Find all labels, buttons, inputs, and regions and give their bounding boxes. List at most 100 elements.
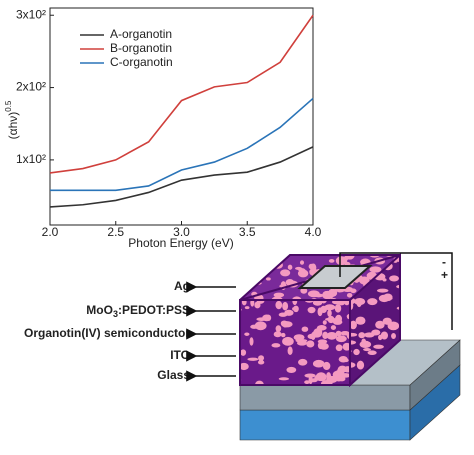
blob	[359, 340, 372, 349]
layer-label: Organotin(IV) semiconductor	[24, 326, 190, 340]
blob	[380, 331, 389, 340]
blob	[355, 316, 366, 325]
blob	[265, 277, 271, 281]
blob	[278, 377, 290, 381]
blob	[259, 267, 269, 273]
blob	[350, 362, 356, 368]
blob	[304, 373, 316, 378]
blob	[367, 298, 378, 306]
blob	[255, 255, 261, 261]
x-tick-label: 2.0	[42, 225, 59, 239]
blob	[332, 319, 343, 325]
blob	[282, 301, 289, 311]
legend-label: C-organotin	[110, 55, 173, 69]
blob	[325, 317, 337, 321]
blob	[301, 326, 309, 332]
blob	[378, 334, 383, 341]
label-part: 3	[113, 309, 118, 319]
blob	[317, 339, 328, 344]
blob	[242, 271, 251, 279]
blob	[335, 330, 342, 337]
blobs	[240, 300, 350, 385]
blob	[271, 296, 283, 300]
blob	[343, 255, 350, 261]
blob	[334, 304, 342, 313]
blob	[249, 255, 254, 262]
blob	[307, 290, 320, 298]
blob	[286, 366, 297, 373]
blob	[283, 324, 288, 328]
blob	[271, 343, 281, 348]
blob	[249, 337, 254, 346]
blob	[354, 297, 366, 306]
blob	[258, 355, 265, 361]
label-part: MoO	[86, 303, 113, 317]
ito-front	[239, 384, 411, 411]
blob	[266, 262, 275, 268]
blob	[242, 262, 248, 266]
blob	[363, 332, 375, 338]
blob	[280, 269, 291, 277]
blob	[378, 294, 390, 303]
blob	[387, 321, 400, 331]
plus-sign: +	[441, 268, 448, 282]
blob	[359, 276, 370, 285]
blob	[346, 292, 353, 298]
blob	[343, 358, 349, 363]
blob	[300, 287, 308, 294]
blob	[249, 263, 261, 273]
blob	[247, 255, 258, 262]
blob	[306, 340, 315, 348]
label-part: :PEDOT:PSS	[118, 303, 190, 317]
blob	[376, 288, 389, 293]
blob	[257, 360, 265, 365]
blob	[324, 304, 336, 311]
glass-front	[239, 409, 411, 441]
blob	[245, 282, 253, 287]
layer-label: ITO	[170, 348, 190, 362]
blob	[292, 307, 297, 311]
ag-electrode	[297, 265, 373, 289]
x-axis-label: Photon Energy (eV)	[128, 236, 233, 250]
line	[49, 14, 314, 174]
layer-label: Glass	[157, 368, 190, 382]
blob	[330, 325, 337, 330]
x-tick-label: 3.0	[173, 225, 190, 239]
blob	[295, 266, 303, 270]
blob	[291, 296, 302, 300]
blob	[350, 320, 357, 330]
layer-label: MoO3:PEDOT:PSS	[86, 303, 190, 319]
wire	[339, 252, 453, 330]
x-tick-label: 4.0	[305, 225, 322, 239]
blob	[275, 325, 282, 333]
blob	[280, 332, 286, 338]
blob	[363, 347, 372, 352]
y-tick-label: 2x10²	[16, 80, 46, 94]
line	[50, 97, 314, 192]
legend-label: A-organotin	[110, 27, 172, 41]
blob	[307, 333, 316, 340]
blob	[250, 270, 255, 276]
plot-frame	[49, 7, 314, 226]
blob	[322, 361, 331, 371]
blob	[282, 336, 294, 346]
blob	[322, 331, 329, 340]
blob	[304, 380, 310, 385]
blob	[350, 332, 358, 337]
blob	[254, 260, 262, 266]
blob	[268, 255, 274, 258]
blob	[327, 309, 332, 317]
blob	[313, 361, 323, 366]
blob	[328, 259, 335, 263]
blob	[346, 313, 350, 320]
y-tick-label: 1x10²	[16, 152, 46, 166]
layer-label: Ag	[174, 279, 190, 293]
blob	[313, 328, 323, 337]
x-tick-label: 2.5	[107, 225, 124, 239]
blob	[256, 257, 264, 261]
blob	[299, 260, 305, 265]
blob	[240, 276, 251, 285]
x-tick-label: 3.5	[239, 225, 256, 239]
y-tick-label: 3x10²	[16, 7, 46, 21]
blob	[250, 324, 259, 329]
